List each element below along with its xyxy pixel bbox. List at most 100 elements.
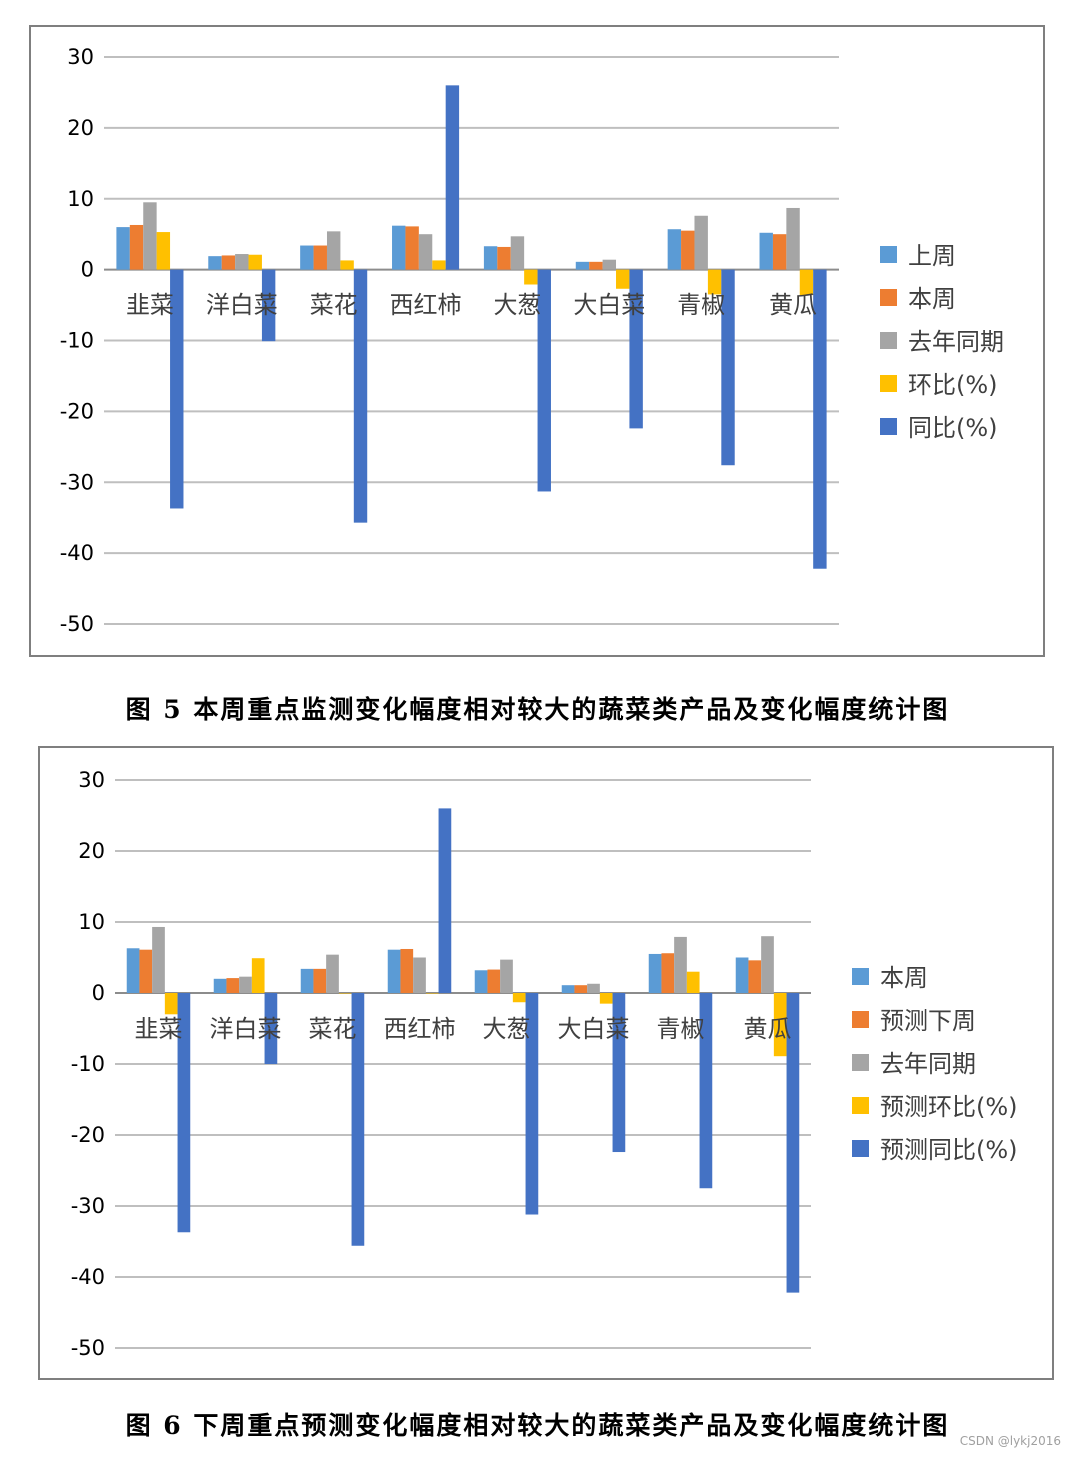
bar xyxy=(170,269,184,509)
bar xyxy=(226,978,240,993)
bar xyxy=(799,269,814,296)
y-tick-label: 0 xyxy=(92,981,105,1005)
bar xyxy=(264,993,278,1064)
x-tick-label: 黄瓜 xyxy=(744,1015,792,1043)
bar xyxy=(432,260,446,270)
bar xyxy=(208,256,222,270)
y-tick-label: 20 xyxy=(67,116,94,140)
y-tick-label: -20 xyxy=(71,1123,105,1147)
x-tick-label: 韭菜 xyxy=(135,1015,183,1043)
bar xyxy=(599,993,613,1004)
legend-swatch xyxy=(852,1140,869,1157)
bar xyxy=(387,949,401,993)
bar xyxy=(759,232,773,270)
bar xyxy=(648,953,662,993)
bar xyxy=(629,269,643,429)
bar xyxy=(143,202,157,270)
bar xyxy=(510,236,525,270)
legend-swatch xyxy=(880,289,897,306)
bar xyxy=(813,269,827,569)
bar xyxy=(699,993,713,1189)
bar xyxy=(694,215,708,270)
bar xyxy=(116,227,130,270)
chart-frame-fig6: 30 20 10 0 -10 -20 -30 -40 -50 韭菜 洋白菜 菜花 西红柿 大葱 大白菜 青椒 黄… xyxy=(38,746,1054,1380)
bar xyxy=(575,261,590,270)
y-tick-label: 0 xyxy=(81,258,94,282)
y-tick-label: 20 xyxy=(78,839,105,863)
bar xyxy=(213,978,227,993)
x-tick-label: 大葱 xyxy=(483,1015,531,1043)
bar xyxy=(221,255,236,270)
bar xyxy=(392,225,406,270)
bar xyxy=(418,234,433,270)
legend-label: 预测同比(%) xyxy=(880,1136,1018,1164)
y-tick-label: -30 xyxy=(71,1194,105,1218)
y-tick-label: 10 xyxy=(67,187,94,211)
watermark: CSDN @lykj2016 xyxy=(959,1434,1061,1448)
x-tick-label: 韭菜 xyxy=(126,291,174,319)
figure-caption-fig6: 图 6 下周重点预测变化幅度相对较大的蔬菜类产品及变化幅度统计图 xyxy=(125,1411,950,1440)
bar xyxy=(681,230,695,270)
bar xyxy=(351,993,365,1246)
bar xyxy=(425,993,439,994)
y-tick-label: 30 xyxy=(67,45,94,69)
x-tick-label: 西红柿 xyxy=(390,291,462,319)
bar xyxy=(761,936,774,993)
chart-svg-fig5: 30 20 10 0 -10 -20 -30 -40 -50 韭菜 洋白菜 菜花 西红柿 大葱 大白菜 青椒 黄… xyxy=(60,45,1004,636)
x-tick-label: 菜花 xyxy=(310,291,358,319)
chart-frame-fig5: 30 20 10 0 -10 -20 -30 -40 -50 韭菜 洋白菜 菜花 西红柿 大葱 大白菜 青椒 黄… xyxy=(29,25,1045,657)
bar xyxy=(483,246,498,270)
x-tick-label: 大白菜 xyxy=(573,291,645,319)
bar xyxy=(445,85,460,270)
legend-label: 上周 xyxy=(908,242,956,270)
bar xyxy=(487,969,501,993)
bar xyxy=(313,968,327,993)
x-tick-label: 菜花 xyxy=(309,1015,357,1043)
legend-label: 预测下周 xyxy=(880,1007,976,1035)
bar xyxy=(239,976,252,993)
bar xyxy=(177,993,191,1233)
bar xyxy=(661,953,675,993)
bar xyxy=(405,226,419,270)
y-tick-label: -40 xyxy=(60,541,94,565)
bar xyxy=(326,231,341,270)
y-tick-label: -30 xyxy=(60,470,94,494)
y-tick-label: -50 xyxy=(60,612,94,636)
bar xyxy=(616,269,630,289)
y-tick-label: -20 xyxy=(60,399,94,423)
bar xyxy=(251,958,265,993)
legend-label: 预测环比(%) xyxy=(880,1093,1018,1121)
legend-swatch xyxy=(852,1097,869,1114)
legend-swatch xyxy=(880,375,897,392)
bar xyxy=(438,808,452,993)
bar xyxy=(326,954,339,993)
bar xyxy=(152,926,165,993)
legend-label: 本周 xyxy=(908,285,956,313)
bar xyxy=(537,269,551,492)
bar xyxy=(667,229,682,270)
bar xyxy=(748,960,762,993)
legend-label: 去年同期 xyxy=(908,328,1004,356)
bar xyxy=(126,948,140,993)
bar xyxy=(512,993,526,1003)
x-tick-label: 青椒 xyxy=(677,291,725,319)
bar xyxy=(338,993,352,994)
x-tick-label: 青椒 xyxy=(657,1015,705,1043)
bar xyxy=(497,246,511,270)
bar xyxy=(561,985,575,993)
bar xyxy=(300,245,314,270)
bar xyxy=(156,232,171,270)
y-tick-label: -10 xyxy=(71,1052,105,1076)
bar xyxy=(261,269,276,342)
bar xyxy=(139,949,153,993)
bar xyxy=(574,985,588,993)
x-tick-label: 洋白菜 xyxy=(210,1015,282,1043)
legend-swatch xyxy=(852,1054,869,1071)
legend-swatch xyxy=(880,246,897,263)
legend-label: 环比(%) xyxy=(908,371,998,399)
bar xyxy=(400,948,414,993)
bar xyxy=(786,993,800,1293)
y-tick-label: 30 xyxy=(78,768,105,792)
bar xyxy=(612,993,626,1153)
y-tick-label: -10 xyxy=(60,329,94,353)
